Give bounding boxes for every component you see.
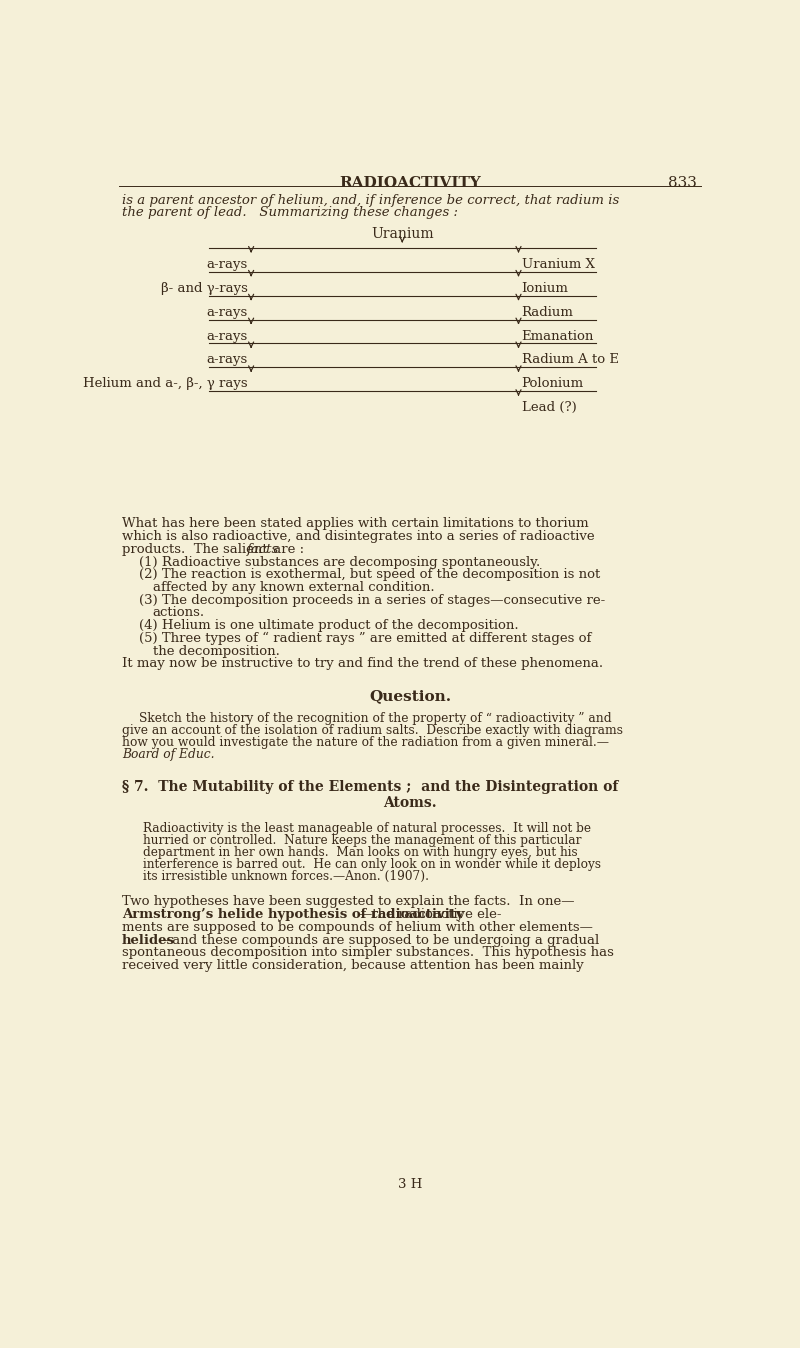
Text: helides: helides — [122, 934, 174, 946]
Text: 833: 833 — [668, 175, 697, 190]
Text: affected by any known external condition.: affected by any known external condition… — [153, 581, 434, 594]
Text: § 7.  The Mutability of the Elements ;  and the Disintegration of: § 7. The Mutability of the Elements ; an… — [122, 780, 618, 794]
Text: (4) Helium is one ultimate product of the decomposition.: (4) Helium is one ultimate product of th… — [138, 619, 518, 632]
Text: —and these compounds are supposed to be undergoing a gradual: —and these compounds are supposed to be … — [159, 934, 599, 946]
Text: What has here been stated applies with certain limitations to thorium: What has here been stated applies with c… — [122, 518, 588, 531]
Text: are :: are : — [269, 543, 304, 555]
Text: Sketch the history of the recognition of the property of “ radioactivity ” and: Sketch the history of the recognition of… — [138, 712, 611, 725]
Text: Board of Educ.: Board of Educ. — [122, 748, 214, 762]
Text: Radium A to E: Radium A to E — [522, 353, 618, 367]
Text: is a parent ancestor of helium, and, if inference be correct, that radium is: is a parent ancestor of helium, and, if … — [122, 194, 619, 208]
Text: the decomposition.: the decomposition. — [153, 644, 279, 658]
Text: Atoms.: Atoms. — [383, 797, 437, 810]
Text: Uranium: Uranium — [371, 228, 434, 241]
Text: Question.: Question. — [369, 689, 451, 704]
Text: β- and γ-rays: β- and γ-rays — [161, 282, 248, 295]
Text: Ionium: Ionium — [522, 282, 569, 295]
Text: ments are supposed to be compounds of helium with other elements—: ments are supposed to be compounds of he… — [122, 921, 593, 934]
Text: spontaneous decomposition into simpler substances.  This hypothesis has: spontaneous decomposition into simpler s… — [122, 946, 614, 960]
Text: actions.: actions. — [153, 607, 205, 620]
Text: a-rays: a-rays — [206, 257, 248, 271]
Text: hurried or controlled.  Nature keeps the management of this particular: hurried or controlled. Nature keeps the … — [142, 834, 581, 847]
Text: Lead (?): Lead (?) — [522, 402, 576, 414]
Text: a-rays: a-rays — [206, 353, 248, 367]
Text: (2) The reaction is exothermal, but speed of the decomposition is not: (2) The reaction is exothermal, but spee… — [138, 569, 600, 581]
Text: interference is barred out.  He can only look on in wonder while it deploys: interference is barred out. He can only … — [142, 857, 601, 871]
Text: the parent of lead.   Summarizing these changes :: the parent of lead. Summarizing these ch… — [122, 206, 458, 220]
Text: a-rays: a-rays — [206, 306, 248, 318]
Text: its irresistible unknown forces.—Anon. (1907).: its irresistible unknown forces.—Anon. (… — [142, 869, 429, 883]
Text: a-rays: a-rays — [206, 330, 248, 342]
Text: Uranium X: Uranium X — [522, 257, 594, 271]
Text: Helium and a-, β-, γ rays: Helium and a-, β-, γ rays — [83, 377, 248, 391]
Text: 3 H: 3 H — [398, 1178, 422, 1192]
Text: received very little consideration, because attention has been mainly: received very little consideration, beca… — [122, 958, 583, 972]
Text: Two hypotheses have been suggested to explain the facts.  In one—: Two hypotheses have been suggested to ex… — [122, 895, 574, 909]
Text: (3) The decomposition proceeds in a series of stages—consecutive re-: (3) The decomposition proceeds in a seri… — [138, 593, 605, 607]
Text: Emanation: Emanation — [522, 330, 594, 342]
Text: Armstrong’s helide hypothesis of radioactivity: Armstrong’s helide hypothesis of radioac… — [122, 909, 463, 921]
Text: facts: facts — [247, 543, 279, 555]
Text: RADIOACTIVITY: RADIOACTIVITY — [339, 175, 481, 190]
Text: Polonium: Polonium — [522, 377, 584, 391]
Text: —the radioactive ele-: —the radioactive ele- — [359, 909, 502, 921]
Text: which is also radioactive, and disintegrates into a series of radioactive: which is also radioactive, and disintegr… — [122, 530, 594, 543]
Text: (5) Three types of “ radient rays ” are emitted at different stages of: (5) Three types of “ radient rays ” are … — [138, 632, 591, 646]
Text: give an account of the isolation of radium salts.  Describe exactly with diagram: give an account of the isolation of radi… — [122, 724, 622, 737]
Text: (1) Radioactive substances are decomposing spontaneously.: (1) Radioactive substances are decomposi… — [138, 555, 540, 569]
Text: Radium: Radium — [522, 306, 574, 318]
Text: It may now be instructive to try and find the trend of these phenomena.: It may now be instructive to try and fin… — [122, 658, 603, 670]
Text: products.  The salient: products. The salient — [122, 543, 271, 555]
Text: how you would investigate the nature of the radiation from a given mineral.—: how you would investigate the nature of … — [122, 736, 609, 749]
Text: department in her own hands.  Man looks on with hungry eyes, but his: department in her own hands. Man looks o… — [142, 847, 578, 859]
Text: Radioactivity is the least manageable of natural processes.  It will not be: Radioactivity is the least manageable of… — [142, 822, 590, 834]
